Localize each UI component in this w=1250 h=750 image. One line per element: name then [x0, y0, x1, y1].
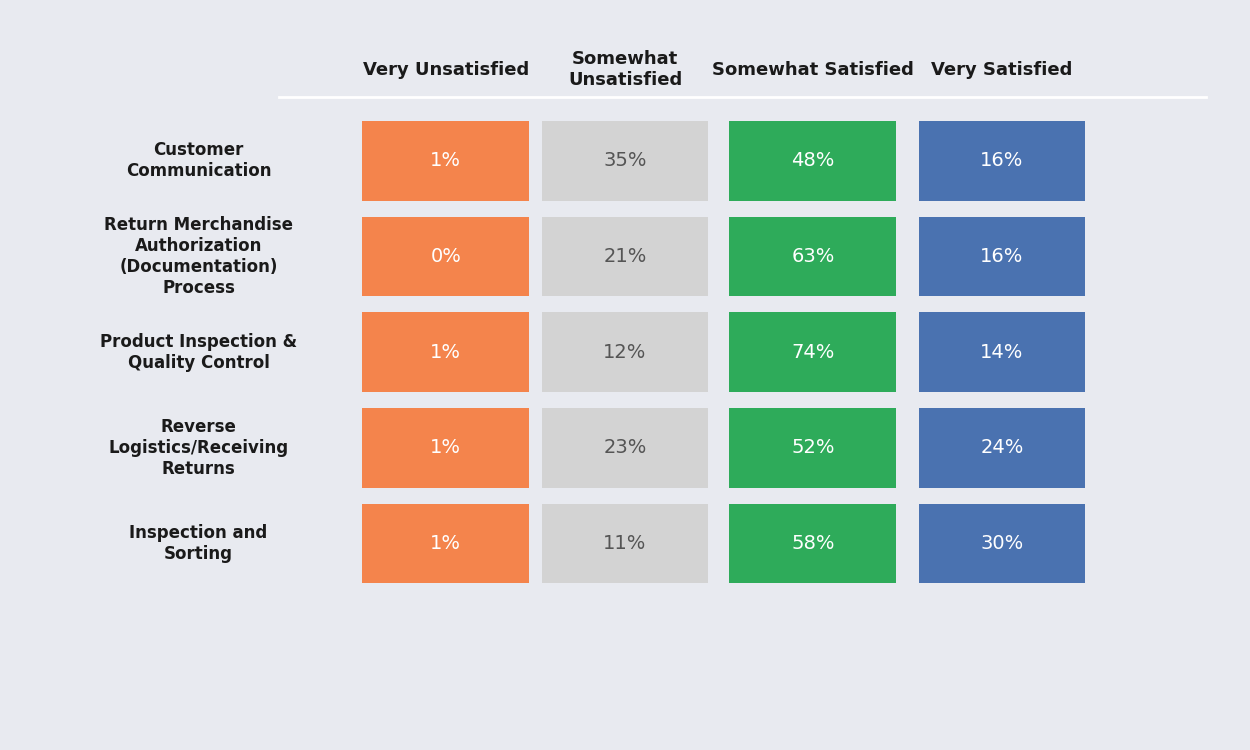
Text: 24%: 24% [980, 438, 1024, 458]
Text: 21%: 21% [604, 247, 646, 266]
Text: Customer
Communication: Customer Communication [126, 142, 271, 180]
Text: Product Inspection &
Quality Control: Product Inspection & Quality Control [100, 333, 298, 371]
FancyBboxPatch shape [919, 504, 1085, 584]
FancyBboxPatch shape [541, 408, 709, 488]
Text: Somewhat
Unsatisfied: Somewhat Unsatisfied [568, 50, 682, 89]
Text: 0%: 0% [430, 247, 461, 266]
Text: Return Merchandise
Authorization
(Documentation)
Process: Return Merchandise Authorization (Docume… [104, 216, 292, 297]
FancyBboxPatch shape [541, 504, 709, 584]
FancyBboxPatch shape [541, 121, 709, 200]
FancyBboxPatch shape [919, 121, 1085, 200]
FancyBboxPatch shape [730, 313, 896, 392]
Text: 23%: 23% [604, 438, 646, 458]
Text: 58%: 58% [791, 534, 835, 553]
Text: Reverse
Logistics/Receiving
Returns: Reverse Logistics/Receiving Returns [109, 418, 289, 478]
Text: 12%: 12% [604, 343, 646, 362]
FancyBboxPatch shape [919, 217, 1085, 296]
FancyBboxPatch shape [362, 408, 529, 488]
FancyBboxPatch shape [730, 504, 896, 584]
Text: 35%: 35% [604, 152, 646, 170]
FancyBboxPatch shape [730, 121, 896, 200]
Text: 11%: 11% [604, 534, 646, 553]
Text: Somewhat Satisfied: Somewhat Satisfied [712, 61, 914, 79]
Text: 14%: 14% [980, 343, 1024, 362]
FancyBboxPatch shape [541, 217, 709, 296]
Text: 1%: 1% [430, 534, 461, 553]
Text: 1%: 1% [430, 152, 461, 170]
Text: 16%: 16% [980, 152, 1024, 170]
FancyBboxPatch shape [362, 313, 529, 392]
Text: Inspection and
Sorting: Inspection and Sorting [130, 524, 268, 563]
Text: Very Unsatisfied: Very Unsatisfied [362, 61, 529, 79]
Text: 48%: 48% [791, 152, 835, 170]
FancyBboxPatch shape [362, 217, 529, 296]
Text: 52%: 52% [791, 438, 835, 458]
Text: 1%: 1% [430, 438, 461, 458]
Text: 30%: 30% [980, 534, 1024, 553]
Text: 63%: 63% [791, 247, 835, 266]
FancyBboxPatch shape [919, 313, 1085, 392]
FancyBboxPatch shape [362, 504, 529, 584]
FancyBboxPatch shape [362, 121, 529, 200]
Text: 16%: 16% [980, 247, 1024, 266]
Text: Very Satisfied: Very Satisfied [931, 61, 1072, 79]
FancyBboxPatch shape [730, 217, 896, 296]
Text: 1%: 1% [430, 343, 461, 362]
FancyBboxPatch shape [541, 313, 709, 392]
FancyBboxPatch shape [919, 408, 1085, 488]
FancyBboxPatch shape [730, 408, 896, 488]
Text: 74%: 74% [791, 343, 835, 362]
